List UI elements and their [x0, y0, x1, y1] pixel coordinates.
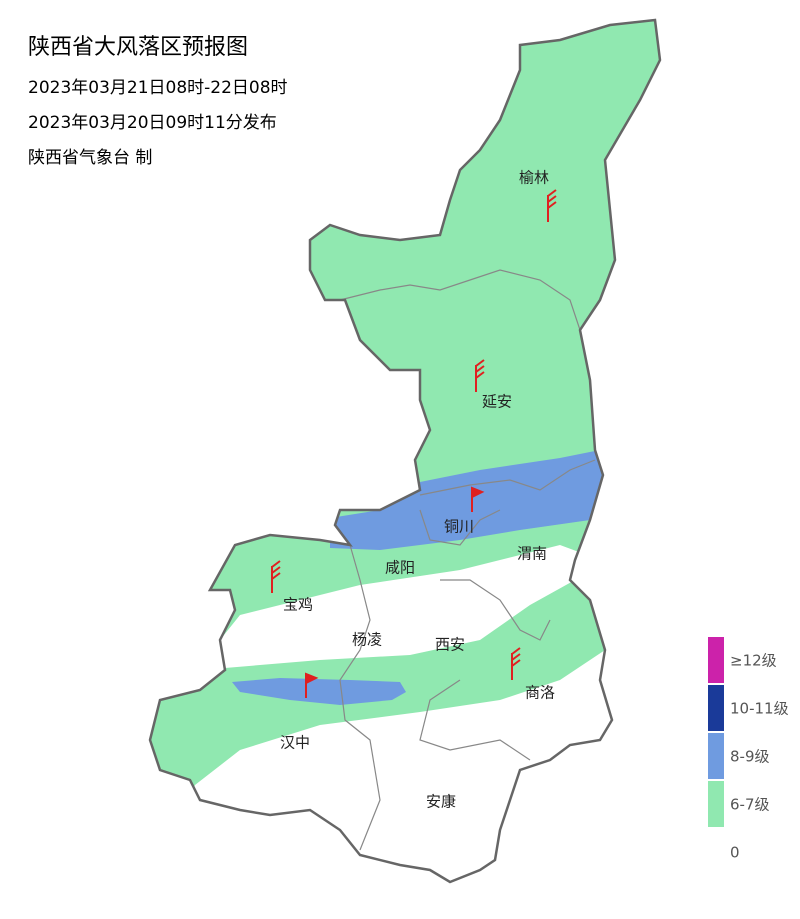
legend-label: 8-9级 — [730, 748, 770, 766]
subtitle: 陕西省气象台 制 — [28, 148, 152, 168]
city-label: 渭南 — [517, 545, 547, 563]
city-label: 杨凌 — [352, 631, 382, 649]
city-label: 宝鸡 — [283, 596, 313, 614]
legend-swatch — [708, 781, 724, 827]
city-label: 咸阳 — [385, 559, 415, 577]
city-label: 榆林 — [519, 169, 549, 187]
boundaries — [339, 269, 596, 851]
legend-swatch — [708, 637, 724, 683]
legend-label: 6-7级 — [730, 796, 770, 814]
title: 陕西省大风落区预报图 — [28, 35, 248, 60]
legend-label: ≥12级 — [730, 652, 777, 670]
city-label: 商洛 — [525, 684, 555, 702]
city-label: 汉中 — [280, 734, 310, 752]
city-label: 安康 — [426, 793, 456, 811]
city-label: 西安 — [435, 636, 465, 654]
subtitle: 2023年03月20日09时11分发布 — [28, 113, 277, 133]
legend-swatch — [708, 829, 724, 875]
legend-swatch — [708, 685, 724, 731]
legend-swatch — [708, 733, 724, 779]
wind-markers — [271, 189, 557, 698]
legend-label: 0 — [730, 844, 740, 862]
legend: ≥12级 10-11级 8-9级 6-7级 0 — [708, 637, 789, 875]
city-label: 延安 — [482, 393, 512, 411]
city-label: 铜川 — [444, 518, 474, 536]
legend-label: 10-11级 — [730, 700, 789, 718]
subtitle: 2023年03月21日08时-22日08时 — [28, 78, 288, 98]
